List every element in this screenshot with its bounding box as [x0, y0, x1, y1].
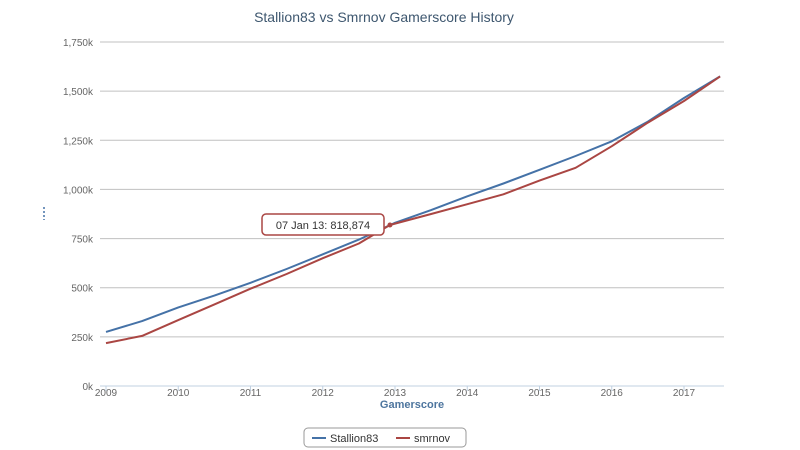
x-tick-label: 2017	[673, 388, 696, 399]
y-tick-label: 1,250k	[63, 136, 94, 147]
y-tick-label: 1,500k	[63, 87, 94, 98]
y-tick-label: 750k	[71, 235, 94, 246]
x-tick-label: 2012	[312, 388, 335, 399]
grid-lines	[100, 41, 724, 387]
tooltip: 07 Jan 13: 818,874	[261, 213, 393, 236]
x-tick-label: 2015	[528, 388, 551, 399]
x-tick-label: 2011	[240, 388, 262, 399]
x-tick-label: 2010	[167, 388, 190, 399]
series-line-smrnov[interactable]	[105, 75, 721, 345]
y-tick-label: 1,000k	[63, 185, 94, 196]
tooltip-box	[261, 213, 385, 236]
series-line-stallion83[interactable]	[105, 75, 721, 333]
x-axis: 2009 2010 2011 2012 2013 2014 2015 2016 2017	[95, 386, 696, 399]
tooltip-label: 07 Jan 13: 818,874	[276, 220, 370, 232]
x-tick-label: 2009	[95, 388, 118, 399]
y-tick-label: 500k	[71, 284, 94, 295]
x-tick-label: 2016	[601, 388, 624, 399]
x-tick-label: 2014	[456, 388, 479, 399]
legend-item-stallion83[interactable]: Stallion83	[330, 433, 378, 445]
legend-item-smrnov[interactable]: smrnov	[414, 433, 451, 445]
y-tick-label: 250k	[71, 333, 94, 344]
y-tick-label: 1,750k	[63, 38, 94, 49]
x-axis-title: Gamerscore	[380, 399, 444, 411]
series-lines	[105, 75, 721, 345]
chart-title: Stallion83 vs Smrnov Gamerscore History	[254, 9, 514, 25]
legend-box	[303, 427, 467, 448]
tooltip-point	[387, 222, 393, 228]
x-tick-label: 2013	[384, 388, 407, 399]
legend[interactable]: Stallion83 smrnov	[303, 427, 467, 448]
y-tick-label: 0k	[82, 382, 94, 393]
y-axis-ticks: 0k 250k 500k 750k 1,000k 1,250k 1,500k 1,750k	[63, 38, 94, 393]
